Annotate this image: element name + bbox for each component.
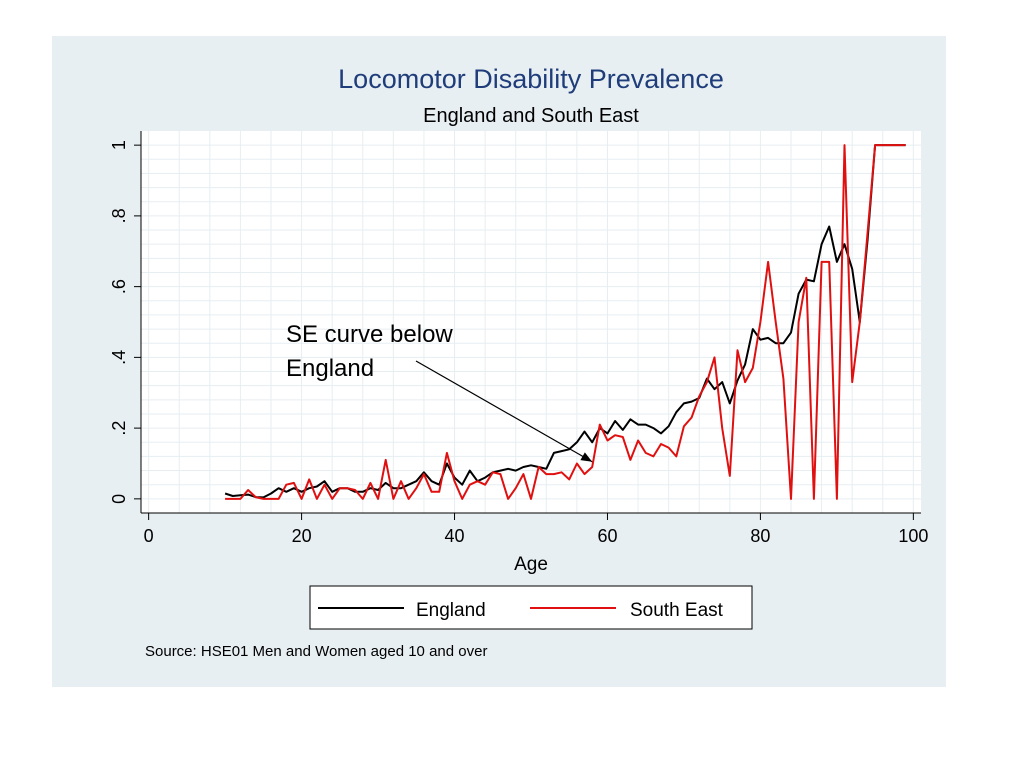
x-tick-label: 80 (750, 526, 770, 546)
annotation-arrowhead (580, 452, 593, 462)
y-tick-label: .8 (109, 208, 129, 223)
plot-area (141, 131, 921, 513)
x-axis-label: Age (514, 554, 548, 575)
legend-label-england: England (416, 600, 486, 621)
chart-svg: Locomotor Disability Prevalence England … (109, 64, 928, 660)
axis-ticks: 0 20 40 60 80 100 0 .2 .4 .6 .8 1 (109, 140, 928, 546)
chart-panel: Locomotor Disability Prevalence England … (52, 36, 946, 687)
x-tick-label: 100 (898, 526, 928, 546)
chart-subtitle: England and South East (423, 105, 639, 127)
series-line-south-east (225, 144, 906, 500)
annotation: SE curve below England (286, 321, 593, 463)
y-tick-label: .4 (109, 350, 129, 365)
annotation-line-1: SE curve below (286, 321, 453, 348)
chart-title: Locomotor Disability Prevalence (338, 64, 724, 94)
y-tick-label: .2 (109, 421, 129, 436)
source-note: Source: HSE01 Men and Women aged 10 and … (145, 643, 487, 660)
x-tick-label: 20 (292, 526, 312, 546)
legend-label-south-east: South East (630, 600, 724, 621)
y-tick-label: 1 (109, 140, 129, 150)
x-tick-label: 40 (445, 526, 465, 546)
series-lines (224, 144, 906, 500)
legend: England South East (309, 585, 753, 630)
x-tick-label: 0 (144, 526, 154, 546)
y-tick-label: 0 (109, 494, 129, 504)
annotation-arrow (415, 360, 593, 463)
y-tick-label: .6 (109, 279, 129, 294)
annotation-line-2: England (286, 355, 374, 382)
x-tick-label: 60 (597, 526, 617, 546)
